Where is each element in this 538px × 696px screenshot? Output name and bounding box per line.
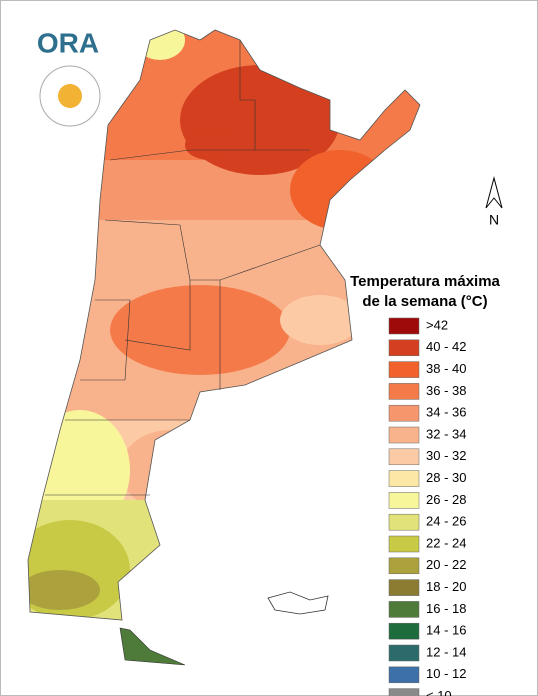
legend-label: 36 - 38	[426, 383, 466, 398]
north-arrow	[485, 176, 503, 209]
legend-title: de la semana (°C)	[362, 293, 487, 310]
north-label: N	[489, 212, 499, 228]
legend-swatch	[388, 426, 420, 444]
legend-label: 18 - 20	[426, 579, 466, 594]
province-borders	[45, 40, 321, 496]
legend: >42 40 - 42 38 - 40 36 - 38 34 - 36 32 - 34 30…	[388, 317, 466, 696]
legend-swatch	[388, 361, 420, 378]
legend-label: 24 - 26	[426, 514, 466, 529]
legend-label: 34 - 36	[426, 405, 466, 420]
legend-label: 12 - 14	[426, 644, 466, 659]
logo: ORA	[37, 27, 99, 58]
legend-swatch	[388, 448, 420, 466]
legend-label: 10 - 12	[426, 666, 466, 681]
legend-label: 30 - 32	[426, 448, 466, 463]
legend-swatch	[388, 622, 420, 640]
legend-label: 26 - 28	[426, 492, 466, 507]
legend-swatch	[388, 383, 420, 400]
legend-label: 14 - 16	[426, 623, 466, 638]
legend-swatch	[388, 513, 420, 531]
legend-swatch	[388, 579, 420, 596]
legend-swatch	[388, 644, 420, 662]
legend-swatch	[388, 557, 420, 575]
legend-swatch	[388, 601, 420, 618]
legend-label: 32 - 34	[426, 426, 466, 441]
legend-swatch	[388, 317, 420, 335]
legend-label: 40 - 42	[426, 339, 466, 354]
legend-swatch	[388, 470, 420, 487]
legend-label: 22 - 24	[426, 535, 466, 550]
legend-label: 38 - 40	[426, 361, 466, 376]
legend-label: >42	[426, 317, 448, 332]
logo-seal-center	[58, 84, 82, 108]
legend-swatch	[388, 404, 420, 422]
legend-swatch	[388, 666, 420, 684]
country-outline	[27, 29, 421, 621]
legend-swatch	[388, 688, 420, 696]
legend-label: 28 - 30	[426, 470, 466, 485]
legend-label: 16 - 18	[426, 601, 466, 616]
legend-label: < 10	[426, 688, 452, 696]
legend-swatch	[388, 535, 420, 553]
legend-swatch	[388, 339, 420, 357]
islands	[267, 591, 329, 615]
legend-swatch	[388, 492, 420, 509]
legend-label: 20 - 22	[426, 557, 466, 572]
tierra-del-fuego	[119, 627, 186, 666]
legend-title: Temperatura máxima	[350, 273, 500, 290]
